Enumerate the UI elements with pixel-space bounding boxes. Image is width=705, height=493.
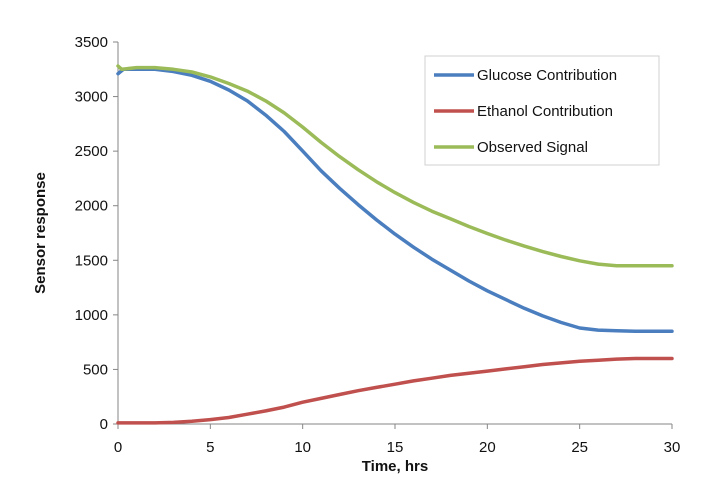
- y-axis-title: Sensor response: [32, 172, 49, 294]
- y-tick-label: 0: [100, 416, 108, 433]
- y-tick-label: 1500: [75, 252, 108, 269]
- x-tick-label: 5: [206, 439, 214, 456]
- x-tick-label: 15: [387, 439, 404, 456]
- y-tick-labels: 0 500 1000 1500 2000 2500 3000 3500: [75, 34, 118, 433]
- series-line-observed-signal: [116, 64, 674, 268]
- y-tick-label: 2000: [75, 198, 108, 215]
- y-tick-label: 500: [83, 361, 108, 378]
- y-tick-label: 2500: [75, 143, 108, 160]
- x-tick-label: 25: [571, 439, 588, 456]
- x-tick-labels: 0 5 10 15 20 25 30: [114, 424, 681, 456]
- y-tick-label: 3500: [75, 34, 108, 51]
- series-line-ethanol-contribution: [116, 356, 674, 425]
- legend: Glucose Contribution Ethanol Contribution…: [424, 55, 660, 166]
- x-axis-title: Time, hrs: [362, 458, 428, 475]
- y-tick-label: 1000: [75, 307, 108, 324]
- legend-label-glucose-contribution: Glucose Contribution: [477, 67, 617, 84]
- x-tick-label: 10: [294, 439, 311, 456]
- x-tick-label: 0: [114, 439, 122, 456]
- legend-label-ethanol-contribution: Ethanol Contribution: [477, 103, 613, 120]
- x-tick-label: 20: [479, 439, 496, 456]
- series-line-glucose-contribution: [116, 67, 674, 333]
- x-tick-label: 30: [664, 439, 681, 456]
- y-tick-label: 3000: [75, 89, 108, 106]
- series-lines: [116, 64, 674, 425]
- legend-label-observed-signal: Observed Signal: [477, 139, 588, 156]
